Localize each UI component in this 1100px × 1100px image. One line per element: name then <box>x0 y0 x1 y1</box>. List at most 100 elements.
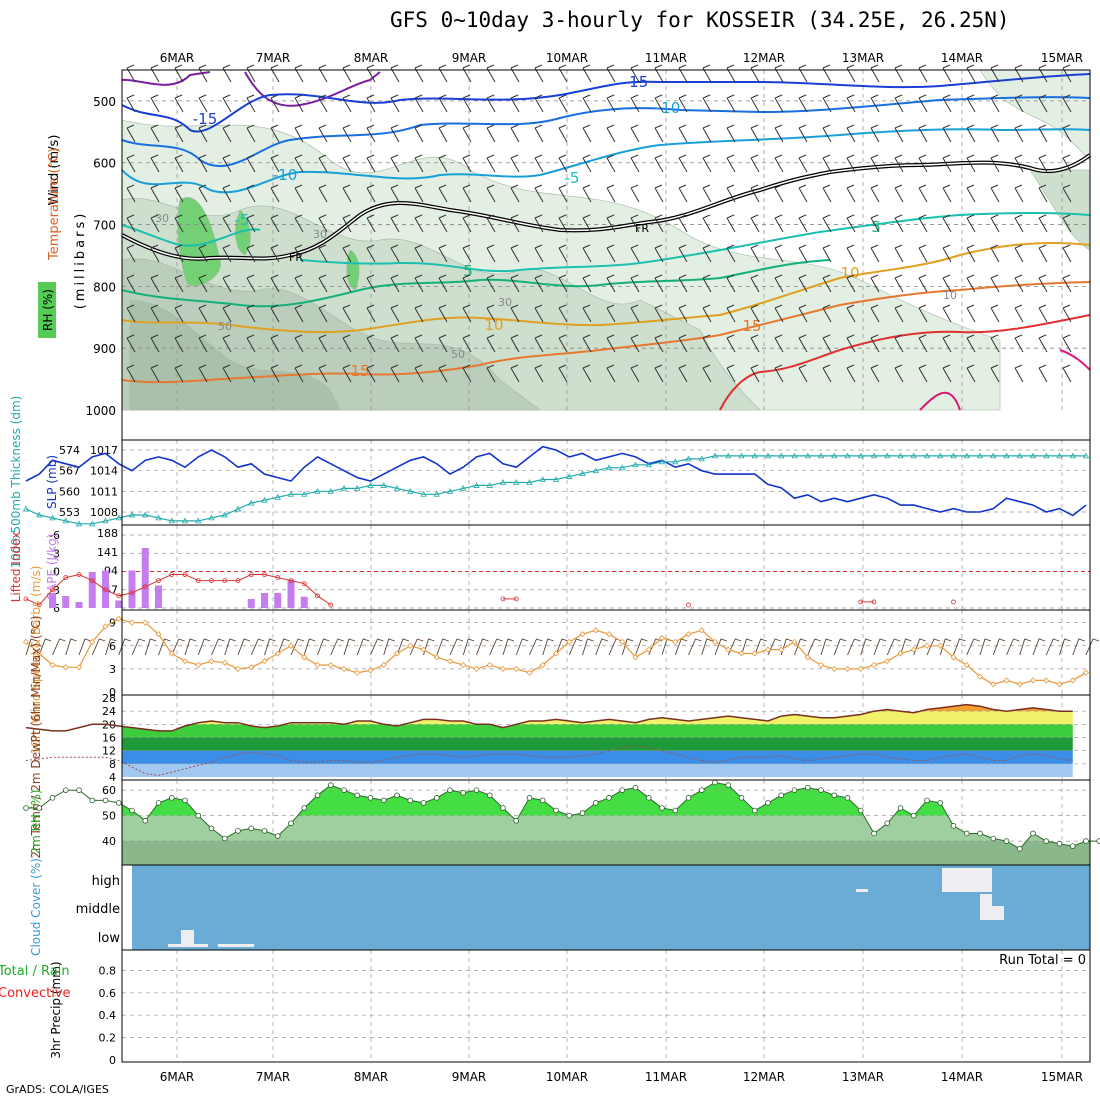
wind-speed-point <box>49 661 56 669</box>
surface-wind-barb <box>436 638 449 656</box>
temperature-contour <box>121 259 831 308</box>
thickness-point <box>115 514 122 521</box>
precip-tick-label: 0.2 <box>99 1032 117 1045</box>
wind-speed-point <box>155 631 162 638</box>
surface-wind-barb <box>158 638 171 656</box>
rh-point <box>248 825 255 832</box>
rh-point <box>818 787 824 793</box>
li-tick-label: -6 <box>49 529 60 542</box>
rh-tick-label: 60 <box>102 784 116 797</box>
surface-wind-barb <box>568 638 583 656</box>
contour-label: -5 <box>235 211 250 229</box>
thickness-point <box>844 452 851 459</box>
thickness-point <box>526 479 533 485</box>
thickness-point <box>804 452 811 459</box>
temp-tick-label: 12 <box>102 745 116 758</box>
slp-tick-label: 1008 <box>90 506 118 519</box>
thickness-point <box>1056 452 1063 459</box>
surface-wind-barb <box>1072 638 1085 656</box>
grads-credit: GrADS: COLA/IGES <box>6 1083 109 1096</box>
contour-label: -10 <box>656 99 681 117</box>
wind-speed-point <box>831 665 838 672</box>
precip-run-total: Run Total = 0 <box>999 953 1086 968</box>
surface-wind-barb <box>277 638 290 656</box>
rh-band-lowest <box>122 841 1090 865</box>
cape-bar <box>88 572 96 608</box>
wind-speed-point <box>1056 681 1063 688</box>
surface-wind-barb <box>1045 638 1060 656</box>
thickness-point <box>817 452 825 459</box>
wind-speed-point <box>1082 669 1090 676</box>
surface-wind-barb <box>52 638 66 656</box>
li-point <box>89 578 95 584</box>
rh-legend-swatch <box>38 282 56 338</box>
thickness-point <box>354 485 361 491</box>
wind-speed-point <box>592 627 599 634</box>
rh-point <box>1043 838 1050 844</box>
thickness-point <box>248 499 255 506</box>
li-tick-label: 3 <box>53 584 60 597</box>
thickness-point <box>367 482 374 488</box>
rh-point <box>1069 843 1076 849</box>
surface-wind-barb <box>635 638 648 656</box>
rh-tick-label: 40 <box>102 835 116 848</box>
wind-speed-point <box>473 665 480 672</box>
surface-wind-barb <box>1059 638 1071 656</box>
wind-speed-point <box>738 650 745 657</box>
rh-point <box>950 823 957 829</box>
pressure-tick-label: 700 <box>93 219 116 233</box>
rh-point <box>460 789 467 796</box>
surface-wind-barb <box>409 638 424 656</box>
surface-wind-barb <box>992 638 1006 656</box>
bottom-axis-date-label: 6MAR <box>160 1070 195 1084</box>
rh-point <box>155 800 162 806</box>
thickness-tick-label: 560 <box>59 485 80 498</box>
thickness-point <box>62 517 69 524</box>
surface-wind-barb <box>290 638 305 656</box>
panel-bg-cape <box>122 525 1090 610</box>
wind-speed-point <box>261 658 268 665</box>
li-point <box>50 587 55 593</box>
rh-point <box>963 830 970 837</box>
rh-point <box>354 792 361 799</box>
temperature-band <box>122 724 1073 738</box>
thickness-point <box>102 517 109 524</box>
surface-wind-barb <box>476 638 489 656</box>
rh-point <box>592 800 599 806</box>
wind-speed-point <box>274 650 281 657</box>
rh-point <box>62 787 69 793</box>
surface-wind-barb <box>847 638 861 656</box>
li-tick-label: 6 <box>53 602 60 615</box>
cloud-cover-block <box>181 930 194 946</box>
wind-barbs <box>126 64 1072 383</box>
wind-speed-point <box>817 661 825 669</box>
surface-wind-barb <box>449 638 464 656</box>
surface-wind-barb <box>688 638 702 656</box>
rh-point <box>341 787 347 793</box>
surface-wind-barb <box>250 638 265 656</box>
temperature-contour <box>244 71 381 107</box>
wind-speed-point <box>619 638 626 645</box>
cloud-tick-label: low <box>98 931 121 946</box>
thickness-point <box>910 452 917 459</box>
rh-axis-label: 2m RH (%) <box>29 789 43 854</box>
surface-wind-barb <box>224 638 236 656</box>
surface-wind-barb <box>529 638 543 656</box>
wind-speed-point <box>764 646 772 653</box>
wind-speed-point <box>1029 677 1037 684</box>
rh-tick-label: 50 <box>102 810 116 823</box>
rh-point <box>102 797 109 804</box>
cloud-cover-block <box>218 944 254 947</box>
rh-point <box>751 807 758 814</box>
surface-wind-barb <box>939 638 952 656</box>
wind-speed-point <box>844 665 851 672</box>
side-label-wind: Wind (m/s) <box>47 135 62 206</box>
rh-point <box>261 828 268 834</box>
contour-label: 50 <box>218 320 232 333</box>
pressure-tick-label: 1000 <box>85 404 116 418</box>
surface-wind-barb <box>383 638 395 656</box>
surface-wind-barb <box>794 638 807 656</box>
contour-label: 15 <box>350 362 369 380</box>
wind-speed-point <box>340 665 348 672</box>
